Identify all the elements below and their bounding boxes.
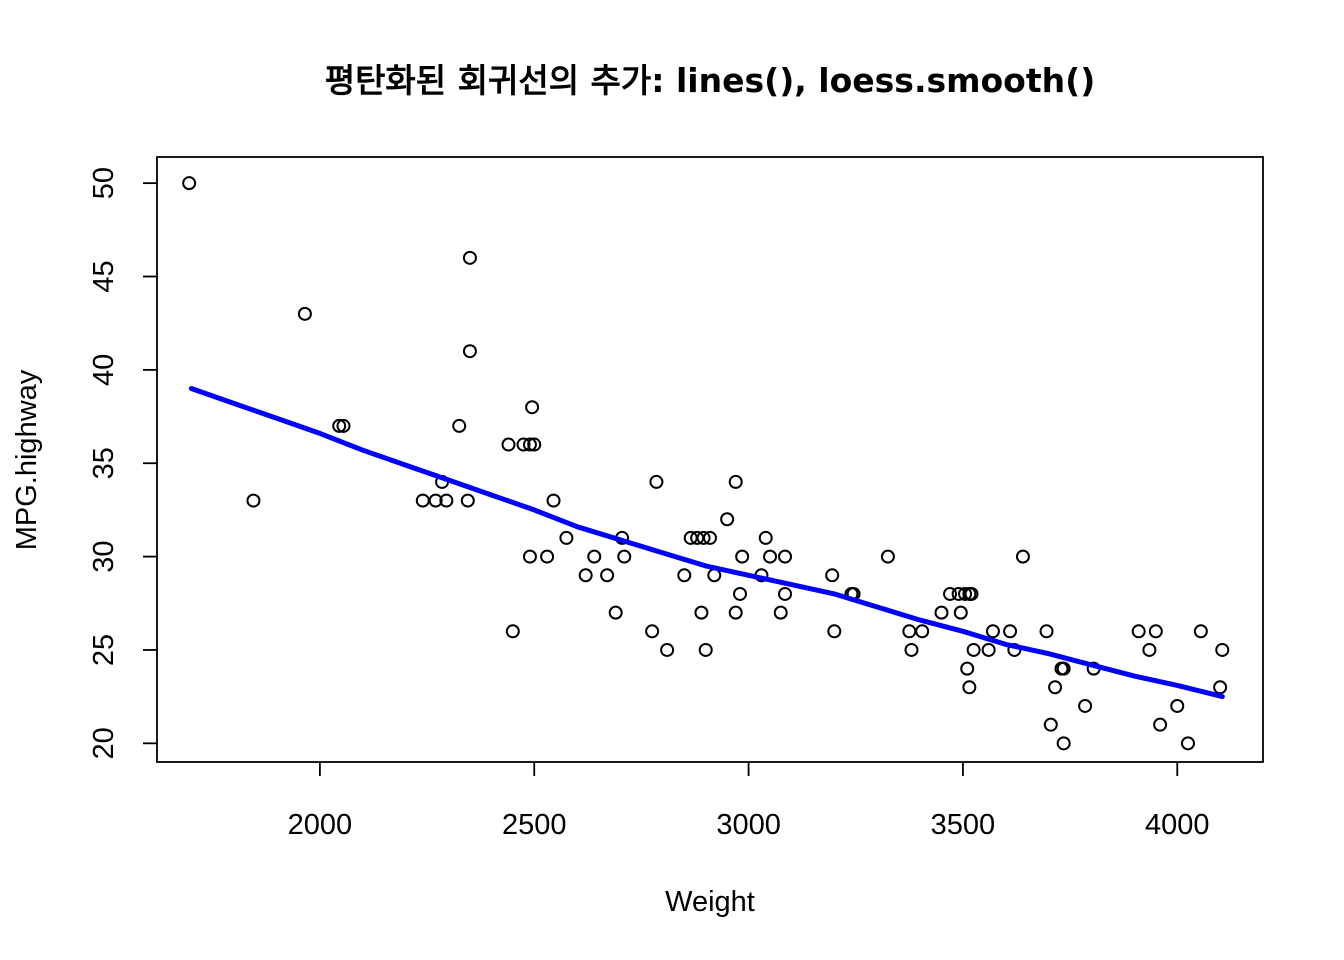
plot-frame: [156, 156, 1264, 763]
data-point: [703, 530, 717, 545]
data-point: [1170, 698, 1185, 713]
data-point: [733, 586, 748, 601]
data-point: [1213, 680, 1228, 695]
data-point: [578, 568, 593, 583]
data-point: [1142, 642, 1157, 657]
y-tick-label-50: 50: [88, 167, 120, 199]
data-point: [698, 642, 713, 657]
x-tick-label-3500: 3500: [931, 809, 996, 841]
data-point: [985, 624, 1000, 639]
data-point: [460, 493, 475, 508]
data-point: [773, 605, 788, 620]
data-point: [462, 250, 477, 265]
data-point: [763, 549, 778, 564]
data-point: [332, 418, 347, 433]
y-tick-label-30: 30: [88, 540, 120, 572]
data-point: [525, 400, 540, 415]
data-point: [439, 493, 454, 508]
data-point: [943, 586, 958, 601]
data-point: [1015, 549, 1030, 564]
x-tick-label-4000: 4000: [1145, 809, 1210, 841]
data-point: [966, 642, 981, 657]
data-point: [522, 549, 537, 564]
data-point: [778, 549, 793, 564]
data-point: [915, 624, 930, 639]
data-point: [336, 418, 351, 433]
y-tick-label-40: 40: [88, 354, 120, 386]
y-tick-label-25: 25: [88, 634, 120, 666]
data-point: [649, 474, 664, 489]
data-point: [1043, 717, 1058, 732]
data-point: [1215, 642, 1230, 657]
data-point: [827, 624, 842, 639]
x-tick-label-3000: 3000: [716, 809, 781, 841]
data-point: [962, 680, 977, 695]
data-point: [758, 530, 773, 545]
data-point: [1078, 698, 1093, 713]
data-point: [608, 605, 623, 620]
y-axis: 20 25 30 35 40 45 50: [88, 167, 157, 759]
data-point: [452, 418, 467, 433]
data-point: [660, 642, 675, 657]
data-point: [728, 474, 743, 489]
data-point: [825, 568, 840, 583]
data-point: [934, 605, 949, 620]
data-point: [617, 549, 632, 564]
data-point: [246, 493, 261, 508]
data-point: [559, 530, 574, 545]
data-point: [501, 437, 516, 452]
loess-smooth-line: [188, 386, 1225, 700]
data-point: [540, 549, 555, 564]
y-axis-label: MPG.highway: [11, 369, 43, 550]
data-point: [505, 624, 520, 639]
data-point: [735, 549, 750, 564]
x-tick-label-2000: 2000: [288, 809, 353, 841]
chart-title: 평탄화된 회귀선의 추가: lines(), loess.smooth(): [325, 61, 1096, 100]
data-point: [645, 624, 660, 639]
data-point: [527, 437, 542, 452]
x-axis-label: Weight: [665, 886, 755, 918]
data-point: [981, 642, 996, 657]
data-point: [677, 568, 692, 583]
data-point: [696, 530, 711, 545]
data-point: [904, 642, 919, 657]
data-point: [1056, 736, 1071, 751]
data-point: [1180, 736, 1195, 751]
x-axis: 2000 2500 3000 3500 4000: [288, 762, 1210, 841]
data-point: [1131, 624, 1146, 639]
data-point: [1056, 661, 1071, 676]
data-point: [516, 437, 531, 452]
data-points: [182, 176, 1230, 751]
data-point: [1048, 680, 1063, 695]
x-tick-label-2500: 2500: [502, 809, 567, 841]
data-point: [964, 586, 979, 601]
y-tick-label-20: 20: [88, 727, 120, 759]
data-point: [587, 549, 602, 564]
data-point: [522, 437, 537, 452]
data-point: [728, 605, 743, 620]
data-point: [462, 344, 477, 359]
data-point: [546, 493, 561, 508]
smooth-line-layer: [188, 386, 1225, 700]
data-point: [1003, 624, 1018, 639]
y-tick-label-45: 45: [88, 260, 120, 292]
data-point: [720, 512, 735, 527]
data-point: [1039, 624, 1054, 639]
data-point: [880, 549, 895, 564]
data-point: [1193, 624, 1208, 639]
data-point: [1153, 717, 1168, 732]
data-point: [960, 661, 975, 676]
data-point: [182, 176, 197, 191]
data-point: [694, 605, 709, 620]
data-point: [953, 605, 968, 620]
data-point: [778, 586, 793, 601]
data-point: [1148, 624, 1163, 639]
data-point: [600, 568, 615, 583]
data-point: [297, 306, 312, 321]
data-point: [428, 493, 443, 508]
y-tick-label-35: 35: [88, 447, 120, 479]
data-point: [958, 586, 973, 601]
